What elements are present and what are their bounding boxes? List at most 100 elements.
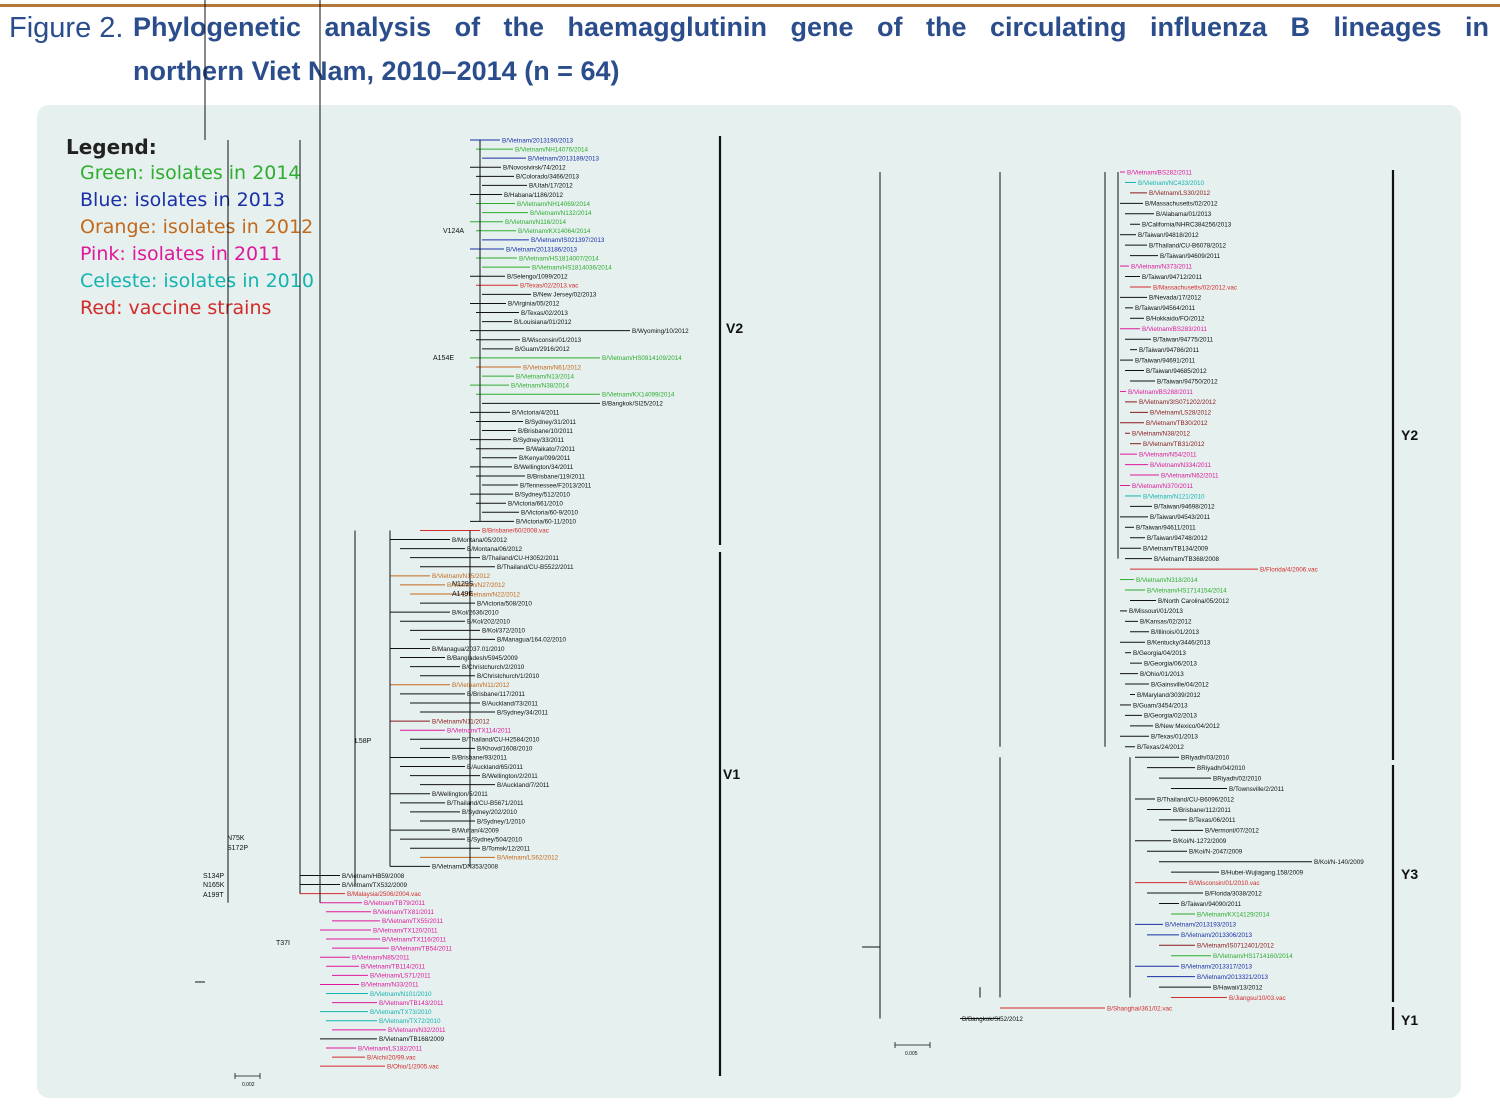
taxon-label: B/Vietnam/N15/2012: [432, 573, 490, 580]
taxon-label: B/Taiwan/94691/2011: [1135, 357, 1196, 364]
taxon-label: B/Guam/3454/2013: [1133, 702, 1188, 709]
taxon-label: B/Brisbane/93/2011: [452, 755, 507, 762]
taxon-label: B/Aichi/20/99.vac: [367, 1054, 416, 1061]
figure-panel: [37, 105, 1461, 1098]
taxon-label: B/Hokkaido/FO/2012: [1146, 316, 1205, 323]
scale-bar-left: 0.002: [234, 1073, 261, 1088]
taxon-label: B/Taiwan/94609/2011: [1160, 253, 1221, 260]
taxon-label: B/Vietnam/N61/2012: [523, 364, 581, 371]
taxon-label: B/Vietnam/N85/2011: [352, 955, 410, 962]
taxon-label: B/Selengo/1099/2012: [507, 274, 568, 281]
legend-item-2014: Green: isolates in 2014: [80, 162, 301, 184]
taxon-label: B/Vietnam/2013189/2013: [528, 155, 599, 162]
taxon-label: B/Vietnam/LS28/2012: [1150, 410, 1212, 417]
taxon-label: B/Sydney/504/2010: [467, 836, 522, 843]
figure-title-line2: northern Viet Nam, 2010–2014 (n = 64): [133, 56, 620, 86]
taxon-label: B/Montana/06/2012: [467, 546, 522, 553]
taxon-label: B/Montana/05/2012: [452, 537, 507, 544]
taxon-label: B/Khovd/1608/2010: [477, 746, 533, 753]
taxon-label: B/Taiwan/94543/2011: [1150, 514, 1211, 521]
taxon-label: B/Guam/2916/2012: [515, 346, 570, 353]
taxon-label: B/Brisbane/10/2011: [518, 428, 573, 435]
taxon-label: B/Taiwan/94698/2012: [1154, 504, 1215, 511]
taxon-label: B/Vermont/07/2012: [1205, 828, 1259, 835]
taxon-label: B/Vietnam/KX14099/2014: [602, 392, 675, 399]
figure-title-line1: Phylogenetic analysis of the haemaggluti…: [133, 12, 1489, 42]
taxon-label: B/Vietnam/N116/2014: [505, 219, 567, 226]
taxon-label: B/Vietnam/TB31/2012: [1143, 441, 1205, 448]
taxon-label: BRiyadh/02/2010: [1213, 775, 1262, 782]
taxon-label: B/Louisiana/01/2012: [514, 319, 572, 326]
taxon-label: B/Vietnam/TB79/2011: [364, 900, 426, 907]
taxon-label: B/Auckland/73/2011: [482, 700, 538, 707]
taxon-label: B/Malaysia/2506/2004.vac: [347, 891, 421, 898]
tree-branches: [195, 0, 1312, 1067]
mutation-v124a: V124A: [443, 228, 464, 235]
taxon-label: B/Vietnam/TB168/2009: [379, 1036, 444, 1043]
taxon-label: B/Illinois/01/2013: [1151, 629, 1199, 636]
taxon-label: B/Vietnam/HB59/2008: [342, 873, 405, 880]
taxon-label: B/Vietnam/IS0712401/2012: [1197, 943, 1274, 950]
taxon-label: B/Vietnam/TB134/2009: [1143, 546, 1208, 553]
taxon-label: B/Georgia/04/2013: [1133, 650, 1186, 657]
taxon-label: B/Vietnam/LS30/2012: [1149, 190, 1211, 197]
tree-labels: B/Vietnam/2013190/2013 B/Vietnam/NH14076/…: [342, 137, 1364, 1070]
taxon-label: B/Habana/1186/2012: [504, 192, 564, 199]
taxon-label: B/Vietnam/TB368/2008: [1154, 556, 1219, 563]
taxon-label: B/Kol/202/2010: [467, 619, 511, 626]
taxon-label: B/Vietnam/NH14076/2014: [515, 146, 589, 153]
taxon-label: B/Kol/N-2047/2009: [1189, 849, 1243, 856]
taxon-label: B/Wyoming/10/2012: [632, 328, 689, 335]
taxon-label: B/Brisbane/60/2008.vac: [482, 528, 549, 535]
taxon-label: B/Taiwan/94750/2012: [1157, 378, 1218, 385]
taxon-label: B/Vietnam/2013190/2013: [502, 137, 573, 144]
taxon-label: B/Waikato/7/2011: [526, 446, 576, 453]
legend-title: Legend:: [66, 135, 157, 159]
taxon-label: B/Sydney/1/2010: [477, 818, 525, 825]
taxon-label: B/Brisbane/117/2011: [467, 691, 525, 698]
taxon-label: B/Wellington/2/2011: [482, 773, 538, 780]
taxon-label: B/Vietnam/TB143/2011: [379, 1000, 444, 1007]
taxon-label: B/Vietnam/N11/2012: [452, 682, 510, 689]
taxon-label: B/Vietnam/TX114/2011: [447, 728, 512, 735]
legend-item-2012: Orange: isolates in 2012: [80, 216, 314, 238]
clade-label-y1: Y1: [1401, 1012, 1418, 1028]
taxon-label: B/Vietnam/HS1814007/2014: [519, 255, 599, 262]
clade-label-y2: Y2: [1401, 427, 1418, 443]
taxon-label: B/Vietnam/KX14129/2014: [1197, 911, 1270, 918]
taxon-label: B/Sydney/202/2010: [462, 809, 517, 816]
taxon-label: B/Taiwan/94775/2011: [1153, 337, 1214, 344]
taxon-label: B/Managua/164.02/2010: [497, 637, 566, 644]
taxon-label: B/Managua/2037.01/2010: [432, 646, 505, 653]
taxon-label: B/Vietnam/N101/2010: [370, 991, 432, 998]
taxon-label: B/Vietnam/N38/2012: [1132, 431, 1190, 438]
taxon-label: B/Vietnam/HS1814036/2014: [532, 264, 612, 271]
taxon-label: B/Vietnam/2013317/2013: [1181, 964, 1252, 971]
taxon-label: B/Wisconsin/01/2013: [522, 337, 582, 344]
taxon-label: B/Vietnam/LS182/2011: [358, 1045, 423, 1052]
legend-item-2011: Pink: isolates in 2011: [80, 243, 283, 265]
taxon-label: B/Kol/372/2010: [482, 628, 526, 635]
taxon-label: B/Utah/17/2012: [529, 183, 573, 190]
taxon-label: B/Vietnam/HS1714160/2014: [1213, 953, 1293, 960]
taxon-label: B/Vietnam/TX72/2010: [379, 1018, 441, 1025]
taxon-label: B/Shanghai/361/02.vac: [1107, 1005, 1172, 1012]
taxon-label: B/Florida/3038/2012: [1205, 890, 1262, 897]
taxon-label: B/Vietnam/NH14069/2014: [517, 201, 591, 208]
taxon-label: B/Vietnam/N27/2012: [447, 582, 505, 589]
mutation-n165k: N165K: [203, 882, 225, 889]
taxon-label: B/Thailand/CU-H2584/2010: [462, 737, 540, 744]
taxon-label: B/New Mexico/04/2012: [1155, 723, 1220, 730]
taxon-label: B/Vietnam/KX14064/2014: [518, 228, 591, 235]
taxon-label: B/Christchurch/2/2010: [462, 664, 525, 671]
taxon-label: B/Taiwan/94712/2011: [1142, 274, 1203, 281]
taxon-label: B/Vietnam/BS282/2011: [1127, 169, 1192, 176]
taxon-label: B/Wuhan/4/2009: [452, 827, 499, 834]
taxon-label: B/Kansas/02/2012: [1140, 619, 1192, 626]
taxon-label: B/Vietnam/TB30/2012: [1146, 420, 1208, 427]
taxon-label: B/Kol/N-140/2009: [1314, 859, 1364, 866]
taxon-label: B/Thailand/CU-H3052/2011: [482, 555, 559, 562]
taxon-label: B/Vietnam/2013193/2013: [1165, 922, 1236, 929]
taxon-label: B/Vietnam/2013321/2013: [1197, 974, 1268, 981]
